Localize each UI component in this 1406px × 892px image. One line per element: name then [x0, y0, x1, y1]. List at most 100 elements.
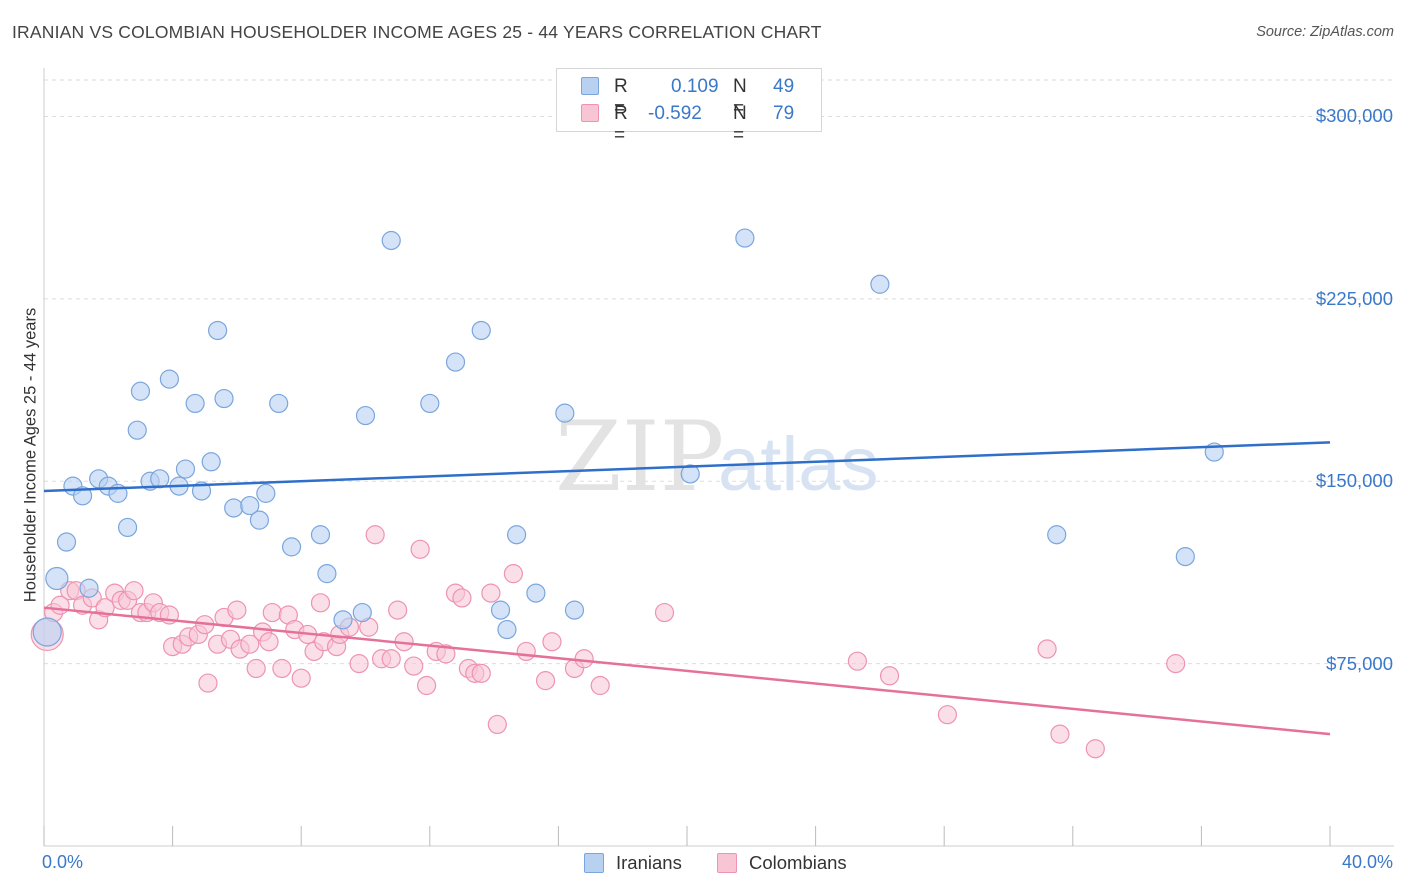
colombian-point	[381, 649, 401, 669]
chart-title: IRANIAN VS COLOMBIAN HOUSEHOLDER INCOME …	[12, 22, 822, 42]
colombian-point	[516, 641, 536, 662]
colombian-point	[404, 656, 424, 676]
iranian-point	[420, 393, 440, 414]
iranian-point	[32, 617, 62, 647]
colombian-point	[310, 593, 331, 613]
iranian-point	[56, 532, 77, 552]
iranian-point	[381, 230, 401, 251]
x-tick-label-min: 0.0%	[42, 852, 84, 872]
colombian-point	[291, 668, 311, 688]
iranian-point	[127, 420, 147, 440]
iranian-point	[555, 403, 575, 423]
colombian-point	[1037, 639, 1057, 659]
colombian-point	[542, 632, 562, 652]
iranian-point	[191, 481, 212, 501]
x-tick-label-max: 40.0%	[1341, 852, 1393, 872]
colombian-point	[471, 663, 491, 683]
iranian-point	[355, 405, 376, 426]
iranian-point	[208, 320, 228, 341]
colombians-r-label: R =	[614, 103, 628, 146]
colombian-points-group	[30, 525, 1186, 759]
colombian-point	[272, 658, 292, 679]
iranian-point	[870, 274, 890, 294]
iranian-point	[269, 393, 289, 414]
iranian-point	[317, 564, 337, 584]
colombians-swatch	[581, 104, 599, 122]
iranian-point	[1047, 525, 1067, 545]
iranian-point	[117, 517, 138, 538]
iranian-points-group	[32, 228, 1224, 647]
iranian-point	[45, 566, 69, 591]
y-tick-label-3: $300,000	[1315, 105, 1393, 127]
colombian-point	[198, 673, 218, 693]
colombian-point	[937, 705, 958, 725]
colombian-point	[365, 525, 385, 545]
iranian-point	[240, 495, 260, 516]
y-tick-label-2: $225,000	[1315, 287, 1393, 309]
colombians-legend-label: Colombians	[749, 852, 847, 873]
colombian-point	[847, 651, 867, 671]
iranian-point	[497, 619, 517, 640]
colombian-point	[416, 675, 437, 696]
iranian-point	[249, 510, 270, 530]
colombian-point	[259, 632, 279, 652]
iranians-r-label: R =	[614, 76, 628, 119]
colombian-point	[410, 539, 430, 559]
iranian-point	[445, 352, 466, 372]
iranian-trend-line	[43, 441, 1331, 493]
colombian-point	[574, 649, 594, 669]
iranian-point	[185, 393, 205, 414]
iranian-point	[564, 600, 585, 620]
colombians-n-label: N =	[733, 103, 747, 146]
colombian-point	[1166, 654, 1186, 674]
iranian-point	[214, 388, 234, 409]
iranian-point	[310, 525, 331, 545]
stats-legend: R = 0.109 N = 49 R = -0.592 N = 79	[556, 68, 822, 146]
colombian-point	[1050, 724, 1070, 744]
iranians-n-label: N =	[733, 76, 747, 119]
iranians-n-value: 49	[773, 76, 795, 97]
iranian-point	[1175, 547, 1195, 567]
iranian-point	[735, 228, 755, 248]
colombian-point	[654, 602, 675, 623]
colombian-point	[349, 654, 369, 674]
axes	[43, 68, 1394, 847]
iranian-point	[159, 369, 179, 389]
iranian-point	[256, 483, 276, 503]
colombian-point	[590, 675, 610, 696]
colombians-n-value: 79	[773, 103, 795, 124]
colombian-point	[227, 600, 247, 620]
y-tick-label-0: $75,000	[1326, 652, 1393, 674]
colombian-point	[503, 564, 523, 584]
watermark: ZIP atlas	[555, 401, 879, 513]
iranian-point	[471, 320, 491, 341]
iranian-point	[507, 525, 527, 545]
iranian-point	[130, 381, 151, 401]
colombians-r-value: -0.592	[648, 103, 702, 124]
iranian-point	[201, 452, 221, 472]
colombian-point	[452, 588, 472, 608]
iranian-point	[352, 602, 372, 623]
y-tick-label-1: $150,000	[1315, 470, 1393, 492]
watermark-zip: ZIP	[555, 401, 724, 513]
iranian-point	[526, 583, 546, 603]
trend-lines	[43, 441, 1331, 736]
colombian-point	[481, 583, 501, 603]
iranians-swatch	[581, 77, 599, 95]
iranian-point	[72, 486, 93, 506]
colombian-trend-line	[43, 606, 1331, 736]
gridlines	[44, 79, 1394, 665]
iranians-legend-label: Iranians	[616, 852, 682, 873]
colombian-point	[487, 714, 507, 735]
colombian-point	[388, 600, 408, 620]
iranian-point	[79, 578, 99, 598]
iranian-point	[281, 537, 302, 557]
colombian-point	[262, 602, 282, 623]
iranian-point	[333, 610, 353, 630]
iranians-r-value: 0.109	[671, 76, 719, 97]
iranian-point	[680, 464, 700, 484]
colombian-point	[535, 671, 556, 691]
colombian-point	[240, 634, 260, 654]
iranian-point	[224, 498, 244, 518]
